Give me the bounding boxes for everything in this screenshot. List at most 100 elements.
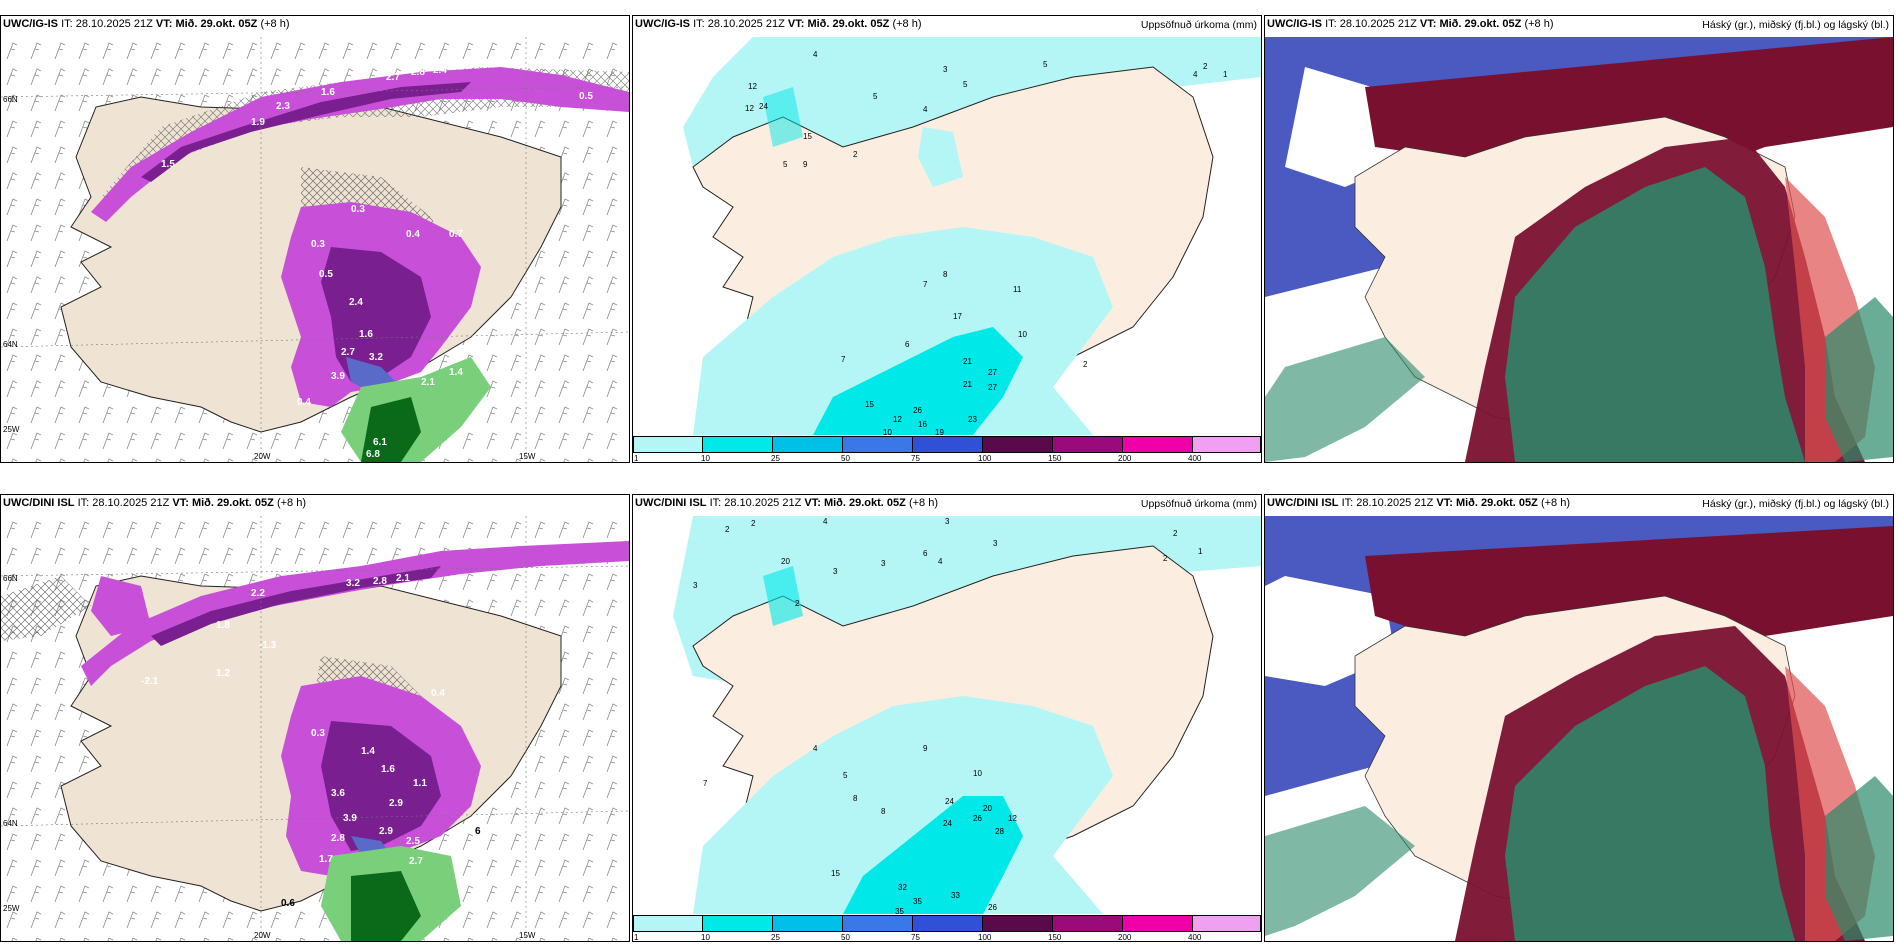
value-label: 2: [751, 519, 756, 528]
value-label: -1.3: [259, 640, 277, 651]
value-label: 33: [951, 891, 960, 900]
it-label: IT:: [709, 497, 722, 509]
model-name: UWC/IG-IS: [3, 18, 58, 30]
colorbar-swatch: [772, 915, 843, 932]
panel-header: UWC/IG-IS IT: 28.10.2025 21Z VT: Mið. 29…: [1267, 18, 1553, 30]
mid-cloud-area: [1505, 666, 1795, 941]
value-label: 21: [963, 380, 972, 389]
value-label: 1.5: [161, 159, 175, 170]
colorbar-swatch: [1192, 915, 1261, 932]
value-label: 3: [943, 65, 948, 74]
value-label: 17: [953, 312, 962, 321]
value-label: 4: [938, 557, 943, 566]
value-label: 1.6: [321, 87, 335, 98]
value-label: 2: [1203, 62, 1208, 71]
value-label: 3: [693, 581, 698, 590]
panel-ig-clouds: UWC/IG-IS IT: 28.10.2025 21Z VT: Mið. 29…: [1264, 15, 1894, 463]
value-label: 5: [963, 80, 968, 89]
mid-cloud-east: [1825, 776, 1893, 941]
colorbar-tick: 75: [911, 454, 920, 463]
value-label: 3.6: [331, 788, 345, 799]
value-label: 1.1: [413, 778, 427, 789]
lead-time: (+8 h): [1540, 497, 1570, 509]
value-label: 1.9: [453, 59, 467, 70]
value-label: 20: [983, 804, 992, 813]
panel-dini-clouds: UWC/DINI ISL IT: 28.10.2025 21Z VT: Mið.…: [1264, 494, 1894, 942]
model-name: UWC/DINI ISL: [635, 497, 707, 509]
value-label: 8: [881, 807, 886, 816]
colorbar-swatch: [772, 436, 843, 453]
value-label: 1.9: [251, 117, 265, 128]
vt-label: VT:: [1436, 497, 1453, 509]
colorbar: 1 10 25 50 75 100 150 200 400: [633, 436, 1261, 462]
it-label: IT:: [77, 497, 90, 509]
model-name: UWC/DINI ISL: [1267, 497, 1339, 509]
colorbar-tick: 25: [771, 933, 780, 942]
colorbar: 1 10 25 50 75 100 150 200 400: [633, 915, 1261, 941]
value-label: 1.8: [216, 620, 230, 631]
it-value: 28.10.2025 21Z: [1356, 497, 1434, 509]
value-label: 32: [898, 883, 907, 892]
precip-values: 2.2 3.2 2.8 2.1 1.8 1.2 -1.3 -2.1 0.3 1.…: [141, 573, 481, 909]
value-label: 15: [831, 869, 840, 878]
colorbar-tick: 50: [841, 454, 850, 463]
colorbar-swatch: [842, 915, 913, 932]
colorbar-tick: 1: [634, 933, 639, 942]
mid-cloud-southwest: [1265, 806, 1415, 936]
value-label: 19: [935, 428, 944, 435]
value-label: 2: [1083, 360, 1088, 369]
panel-title: Uppsöfnuð úrkoma (mm): [1140, 19, 1257, 31]
value-label: 1.4: [449, 367, 463, 378]
value-label: 26: [973, 814, 982, 823]
snow-band-north-core: [141, 82, 471, 182]
colorbar-tick: 150: [1048, 454, 1062, 463]
colorbar-swatch: [982, 436, 1053, 453]
value-label: 6.8: [366, 449, 380, 460]
value-label: 5: [873, 92, 878, 101]
value-label: 2.2: [251, 588, 265, 599]
value-label: 2.8: [373, 576, 387, 587]
vt-value: Mið. 29.okt. 05Z: [823, 497, 906, 509]
panel-title: Uppsöfnuð úrkoma (mm): [1140, 498, 1257, 510]
value-label: 6.1: [373, 437, 387, 448]
colorbar-tick: 75: [911, 933, 920, 942]
lead-time: (+8 h): [260, 18, 290, 30]
lon-25w-label: 25W: [3, 425, 20, 434]
value-label: 12: [748, 82, 757, 91]
model-name: UWC/DINI ISL: [3, 497, 75, 509]
vt-label: VT:: [172, 497, 189, 509]
colorbar-tick: 100: [978, 454, 992, 463]
value-label: 3.2: [346, 578, 360, 589]
colorbar-swatch: [1052, 915, 1123, 932]
value-label: 27: [988, 383, 997, 392]
mid-cloud-area: [1505, 167, 1805, 462]
colorbar-tick: 1: [634, 454, 639, 463]
value-label: 2: [1173, 529, 1178, 538]
value-label: 9: [803, 160, 808, 169]
lat-66n-label: 66N: [3, 95, 18, 104]
precip-area-hill: [918, 127, 963, 187]
colorbar-swatch: [633, 915, 703, 932]
colorbar-tick: 10: [701, 454, 710, 463]
value-label: 2: [853, 150, 858, 159]
value-label: 0.6: [281, 898, 295, 909]
colorbar-tick: 50: [841, 933, 850, 942]
precip-area-westfjords: [763, 87, 803, 147]
value-label: 2: [795, 599, 800, 608]
panel-ig-precip-type: UWC/IG-IS IT: 28.10.2025 21Z VT: Mið. 29…: [0, 15, 630, 463]
value-label: 27: [988, 368, 997, 377]
snow-area-westfjords: [91, 576, 151, 636]
value-label: 1: [1223, 70, 1228, 79]
value-label: 2.7: [341, 347, 355, 358]
value-label: 20: [781, 557, 790, 566]
value-label: 12: [745, 104, 754, 113]
value-label: 9: [923, 744, 928, 753]
value-label: 28: [995, 827, 1004, 836]
lat-66n-label: 66N: [3, 574, 18, 583]
value-label: 4: [813, 50, 818, 59]
value-label: 0.5: [319, 269, 333, 280]
value-label: 4: [1193, 70, 1198, 79]
value-label: 5: [783, 160, 788, 169]
value-label: 0.3: [311, 728, 325, 739]
it-label: IT:: [1325, 18, 1337, 30]
